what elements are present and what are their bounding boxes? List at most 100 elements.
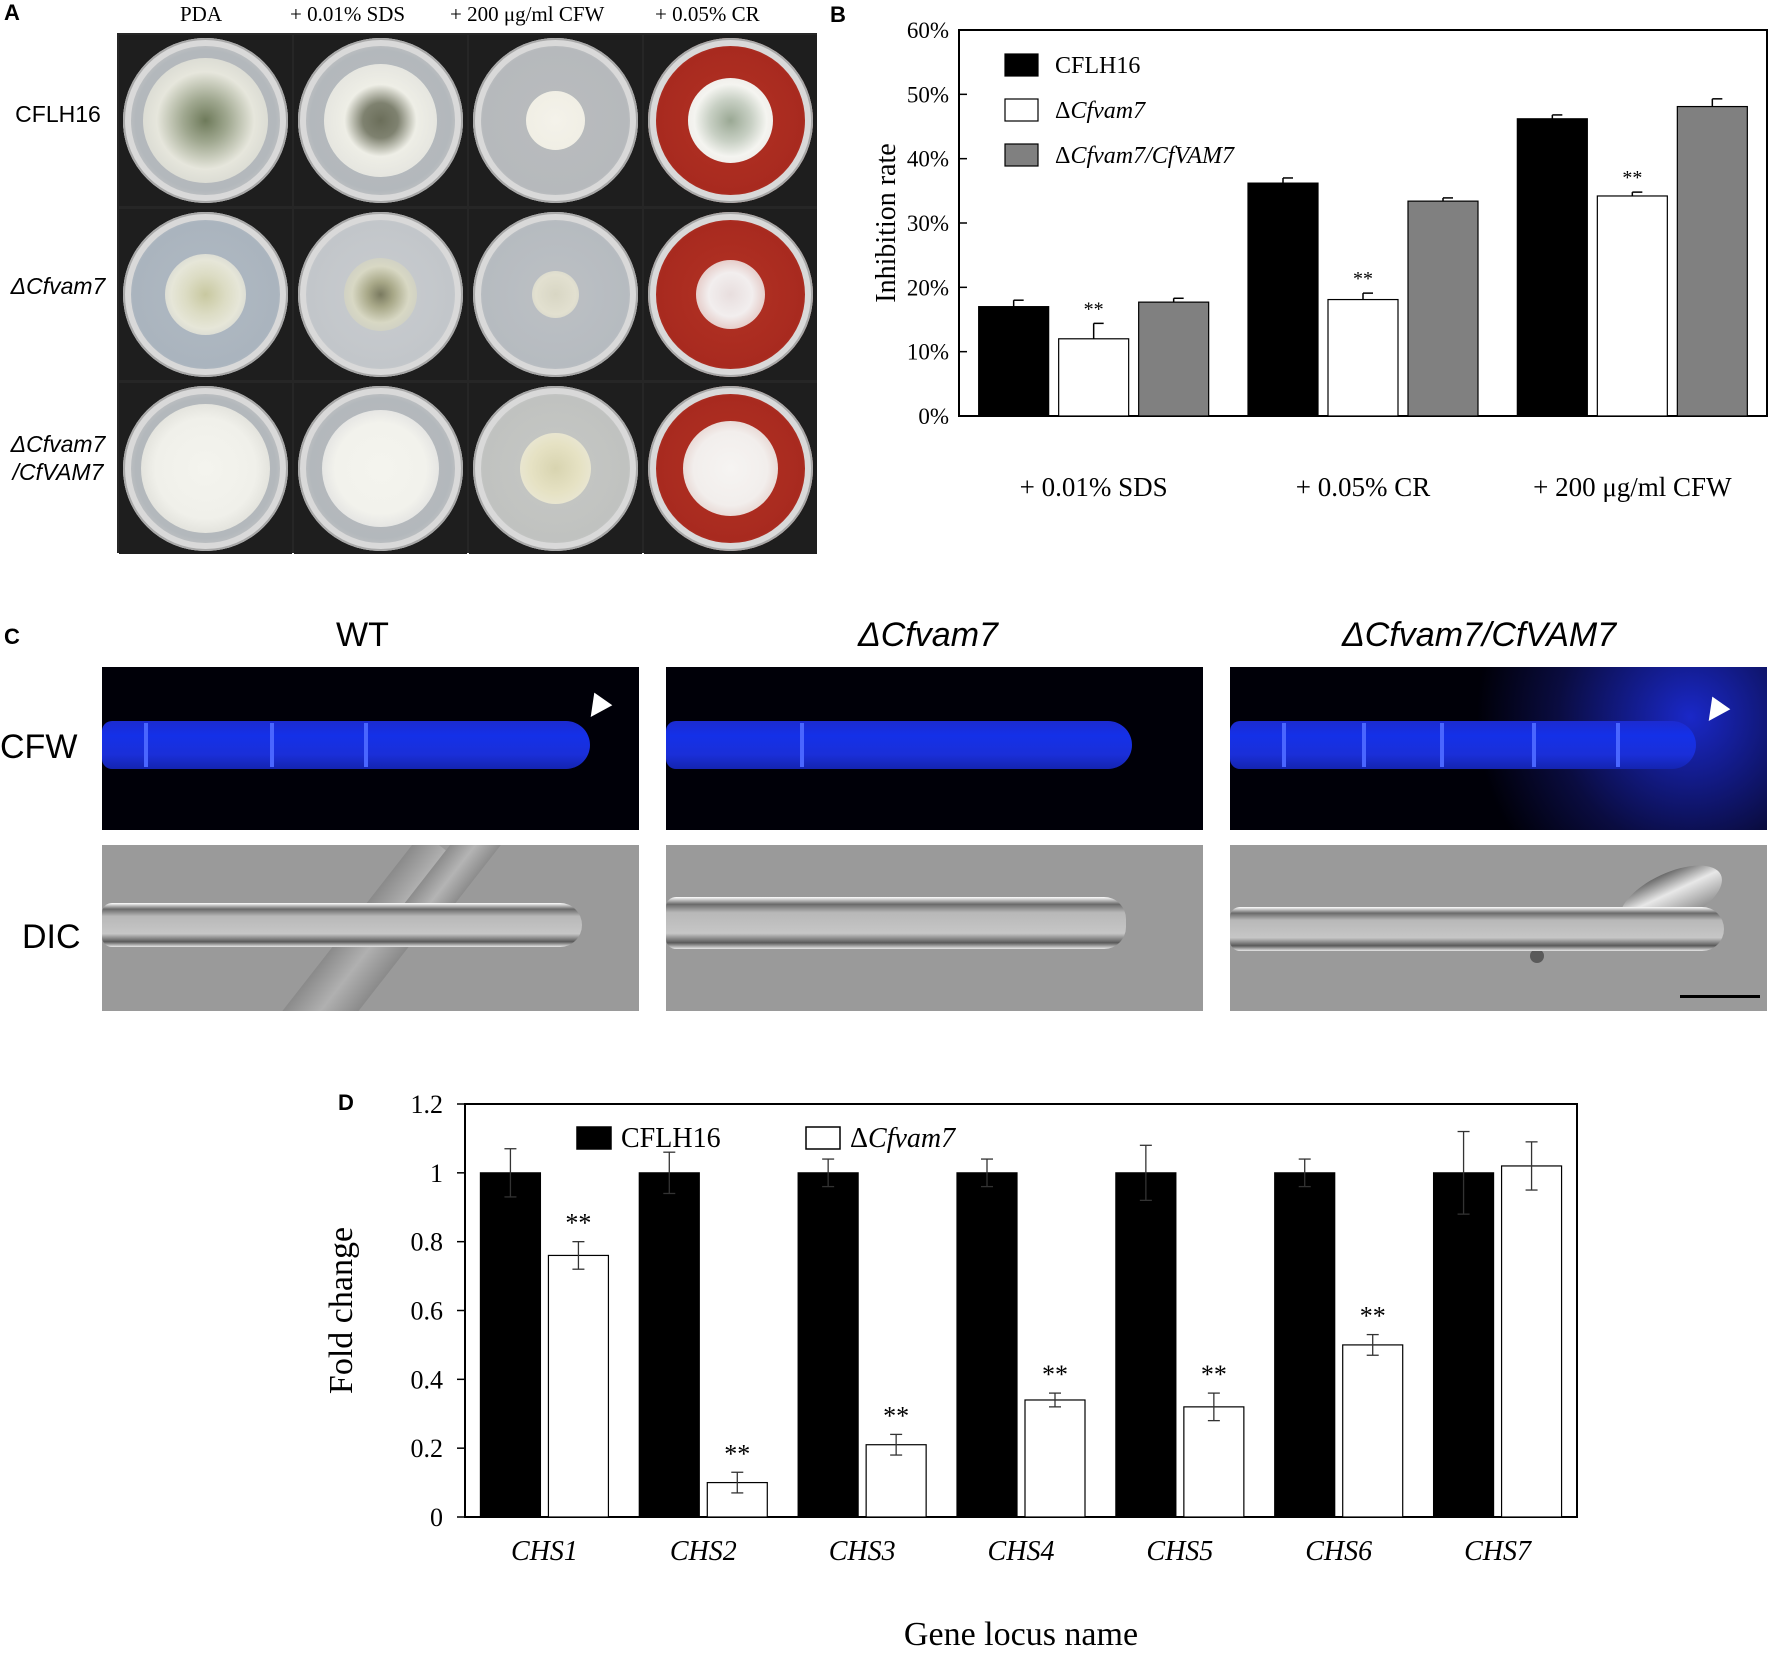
y-tick-label: 0	[430, 1503, 443, 1532]
plate-cflh16-cfw	[469, 35, 642, 206]
panel-c-column-wt: WT	[336, 616, 389, 654]
cfw-image-wt	[102, 667, 639, 830]
dic-image-complement	[1230, 845, 1767, 1011]
panel-a-row-mutant: ΔCfvam7	[10, 273, 106, 299]
y-tick-label: 0.6	[411, 1297, 444, 1326]
bar-0-0	[479, 1172, 542, 1518]
plate-complement-pda	[119, 383, 292, 554]
panel-d-letter: D	[338, 1090, 354, 1115]
legend-label-1: ΔCfvam7	[1055, 98, 1146, 124]
y-tick-label: 40%	[907, 147, 949, 172]
plate-complement-cr	[644, 383, 817, 554]
y-tick-label: 1.2	[411, 1090, 444, 1119]
panel-b-letter: B	[830, 2, 846, 27]
panel-c-column-mutant: ΔCfvam7	[858, 616, 998, 654]
significance-mark: **	[724, 1439, 750, 1468]
panel-c-letter: C	[4, 624, 20, 649]
bar-0-2	[797, 1172, 859, 1518]
cfw-image-complement	[1230, 667, 1767, 830]
x-axis-label: Gene locus name	[904, 1616, 1138, 1653]
bar-1-2	[1596, 195, 1668, 417]
plate-cflh16-cr	[644, 35, 817, 206]
significance-mark: **	[1360, 1302, 1386, 1331]
bar-0-0	[978, 306, 1050, 417]
bar-2-2	[1676, 105, 1748, 417]
panel-c-column-complement: ΔCfvam7/CfVAM7	[1342, 616, 1617, 654]
x-tick-label: CHS4	[988, 1536, 1055, 1567]
bar-0-3	[956, 1172, 1018, 1518]
bar-0-4	[1115, 1172, 1177, 1518]
legend-swatch-1	[1004, 98, 1039, 122]
x-tick-label: + 0.05% CR	[1296, 472, 1431, 502]
arrowhead-icon	[581, 692, 613, 724]
dic-image-wt	[102, 845, 639, 1011]
plot-frame	[464, 1103, 1578, 1518]
significance-mark: **	[1201, 1360, 1227, 1389]
plate-complement-sds	[294, 383, 467, 554]
inhibition-rate-chart: 0% 10% 20% 30% 40% 50% 60% Inhibition rate ** + 0…	[871, 18, 1768, 502]
y-tick-label: 0.2	[411, 1434, 444, 1463]
x-tick-label: + 0.01% SDS	[1020, 472, 1168, 502]
legend-label-0: CFLH16	[1055, 53, 1140, 79]
significance-mark: **	[1622, 167, 1642, 189]
plate-mutant-cr	[644, 209, 817, 380]
legend-swatch-1	[805, 1126, 841, 1150]
panel-c-row-dic: DIC	[22, 918, 81, 956]
y-tick-label: 30%	[907, 211, 949, 236]
plate-cflh16-pda	[119, 35, 292, 206]
bar-0-1	[1247, 182, 1319, 417]
plate-cflh16-sds	[294, 35, 467, 206]
y-axis-label: Fold change	[323, 1227, 360, 1394]
legend-swatch-2	[1004, 143, 1039, 167]
arrowhead-icon	[1699, 696, 1731, 728]
y-tick-label: 10%	[907, 340, 949, 365]
bar-0-5	[1274, 1172, 1336, 1518]
bar-1-4	[1183, 1406, 1245, 1518]
panel-c-row-cfw: CFW	[0, 728, 78, 766]
x-tick-label: CHS1	[511, 1536, 578, 1567]
y-tick-label: 0.4	[411, 1365, 444, 1394]
plate-mutant-cfw	[469, 209, 642, 380]
bar-1-1	[1327, 298, 1399, 417]
plate-image-grid	[117, 33, 817, 554]
bar-2-0	[1138, 301, 1210, 417]
bar-0-6	[1432, 1172, 1495, 1518]
scale-bar	[1680, 995, 1760, 998]
cfw-image-mutant	[666, 667, 1203, 830]
bar-1-5	[1342, 1344, 1404, 1518]
legend-label-2: ΔCfvam7/CfVAM7	[1055, 143, 1235, 169]
y-tick-label: 0.8	[411, 1228, 444, 1257]
panel-a-column-sds: + 0.01% SDS	[290, 2, 406, 26]
significance-mark: **	[883, 1401, 909, 1430]
legend-label-0: CFLH16	[621, 1123, 721, 1154]
x-tick-label: CHS3	[829, 1536, 896, 1567]
legend-label-1: ΔCfvam7	[850, 1123, 956, 1154]
y-tick-label: 0%	[918, 404, 949, 429]
bar-1-0	[547, 1254, 610, 1518]
panel-a-column-cr: + 0.05% CR	[655, 2, 760, 26]
bar-1-6	[1500, 1165, 1563, 1518]
y-tick-label: 60%	[907, 18, 949, 43]
x-tick-label: CHS5	[1146, 1536, 1213, 1567]
significance-mark: **	[1042, 1360, 1068, 1389]
legend-swatch-0	[576, 1126, 612, 1150]
bar-0-1	[638, 1172, 700, 1518]
significance-mark: **	[1353, 268, 1373, 290]
dic-image-mutant	[666, 845, 1203, 1011]
x-tick-label: + 200 μg/ml CFW	[1533, 472, 1732, 502]
panel-a-row-cflh16: CFLH16	[15, 101, 101, 127]
panel-a-row-complement: ΔCfvam7 /CfVAM7	[10, 431, 106, 485]
panel-a-letter: A	[4, 0, 20, 25]
x-tick-label: CHS6	[1305, 1536, 1372, 1567]
panel-a-column-cfw: + 200 μg/ml CFW	[450, 2, 605, 26]
panel-a-column-pda: PDA	[180, 2, 223, 26]
x-tick-label: CHS7	[1464, 1536, 1532, 1567]
bar-0-2	[1516, 118, 1588, 417]
x-tick-label: CHS2	[670, 1536, 737, 1567]
legend-swatch-0	[1004, 53, 1039, 77]
fold-change-chart: 0 0.2 0.4 0.6 0.8 1 1.2 Fold change Gene locus n…	[323, 1090, 1578, 1653]
bar-2-1	[1407, 200, 1479, 417]
significance-mark: **	[565, 1209, 591, 1238]
plate-complement-cfw	[469, 383, 642, 554]
y-tick-label: 20%	[907, 275, 949, 300]
